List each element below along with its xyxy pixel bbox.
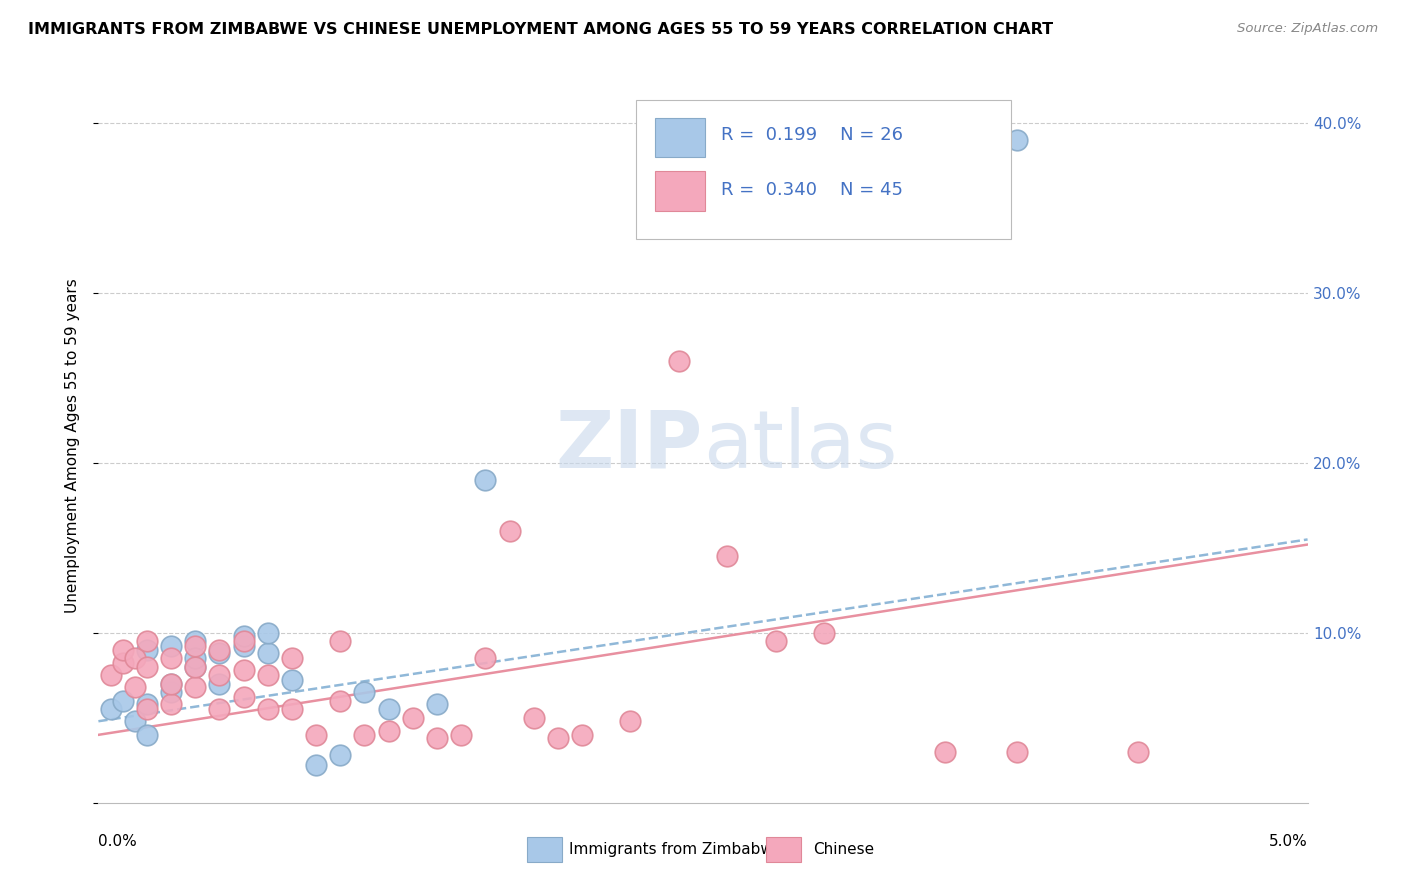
Point: [281, 651, 304, 665]
Text: 5.0%: 5.0%: [1268, 834, 1308, 849]
Point: [232, 640, 254, 654]
Point: [135, 698, 157, 712]
Point: [160, 677, 183, 691]
Point: [474, 651, 496, 665]
Point: [184, 640, 207, 654]
Point: [765, 634, 787, 648]
Point: [111, 643, 134, 657]
Point: [571, 728, 593, 742]
FancyBboxPatch shape: [637, 100, 1011, 239]
Text: Source: ZipAtlas.com: Source: ZipAtlas.com: [1237, 22, 1378, 36]
Point: [160, 651, 183, 665]
Point: [305, 728, 328, 742]
Text: Chinese: Chinese: [813, 842, 873, 856]
Point: [135, 660, 157, 674]
Point: [1007, 745, 1029, 759]
Point: [377, 702, 399, 716]
Text: R =  0.340    N = 45: R = 0.340 N = 45: [721, 180, 903, 199]
Point: [281, 702, 304, 716]
Point: [281, 673, 304, 688]
Point: [111, 657, 134, 671]
Point: [1007, 133, 1029, 147]
Point: [498, 524, 520, 538]
FancyBboxPatch shape: [655, 118, 706, 157]
FancyBboxPatch shape: [655, 171, 706, 211]
Point: [184, 651, 207, 665]
Point: [256, 668, 278, 682]
Point: [184, 660, 207, 674]
Point: [135, 643, 157, 657]
Point: [100, 702, 122, 716]
Point: [184, 634, 207, 648]
Point: [232, 690, 254, 705]
Point: [256, 626, 278, 640]
Point: [402, 711, 425, 725]
Text: atlas: atlas: [703, 407, 897, 485]
Point: [547, 731, 569, 746]
Point: [160, 698, 183, 712]
Point: [184, 680, 207, 694]
Point: [100, 668, 122, 682]
Point: [160, 685, 183, 699]
Point: [353, 685, 375, 699]
Point: [256, 702, 278, 716]
Y-axis label: Unemployment Among Ages 55 to 59 years: Unemployment Among Ages 55 to 59 years: [65, 278, 80, 614]
Point: [124, 680, 146, 694]
Point: [329, 748, 352, 763]
Point: [184, 660, 207, 674]
Point: [135, 634, 157, 648]
Text: ZIP: ZIP: [555, 407, 703, 485]
Point: [208, 702, 231, 716]
Text: Immigrants from Zimbabwe: Immigrants from Zimbabwe: [569, 842, 783, 856]
Text: R =  0.199    N = 26: R = 0.199 N = 26: [721, 127, 903, 145]
Point: [232, 663, 254, 677]
Point: [426, 731, 449, 746]
Point: [450, 728, 472, 742]
Point: [135, 702, 157, 716]
Point: [256, 646, 278, 660]
Point: [523, 711, 546, 725]
Text: IMMIGRANTS FROM ZIMBABWE VS CHINESE UNEMPLOYMENT AMONG AGES 55 TO 59 YEARS CORRE: IMMIGRANTS FROM ZIMBABWE VS CHINESE UNEM…: [28, 22, 1053, 37]
Point: [668, 354, 690, 368]
Point: [208, 668, 231, 682]
Point: [208, 646, 231, 660]
Point: [135, 728, 157, 742]
Text: 0.0%: 0.0%: [98, 834, 138, 849]
Point: [474, 473, 496, 487]
Point: [232, 634, 254, 648]
Point: [160, 640, 183, 654]
Point: [208, 643, 231, 657]
Point: [124, 714, 146, 729]
Point: [329, 694, 352, 708]
Point: [353, 728, 375, 742]
Point: [111, 694, 134, 708]
Point: [208, 677, 231, 691]
Point: [619, 714, 641, 729]
Point: [1128, 745, 1150, 759]
Point: [377, 724, 399, 739]
Point: [305, 758, 328, 772]
Point: [124, 651, 146, 665]
Point: [813, 626, 835, 640]
Point: [426, 698, 449, 712]
Point: [160, 677, 183, 691]
Point: [934, 745, 956, 759]
Point: [232, 629, 254, 643]
Point: [329, 634, 352, 648]
Point: [716, 549, 738, 564]
